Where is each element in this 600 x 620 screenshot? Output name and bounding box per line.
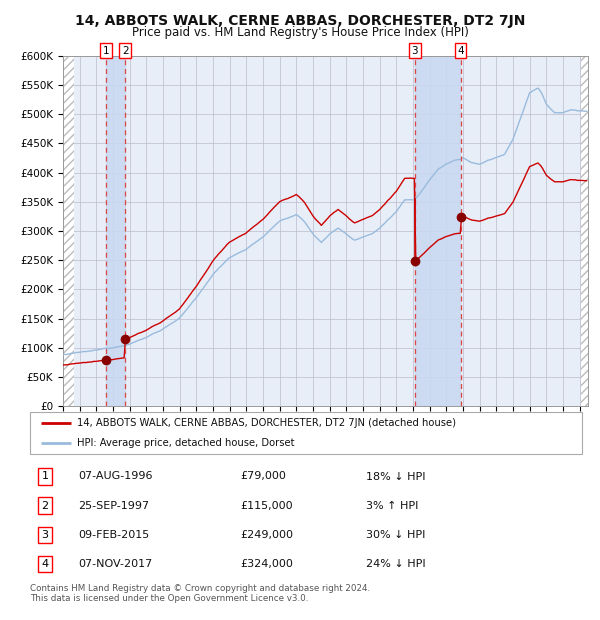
Text: £79,000: £79,000 [240,471,286,482]
Text: HPI: Average price, detached house, Dorset: HPI: Average price, detached house, Dors… [77,438,295,448]
Text: 07-NOV-2017: 07-NOV-2017 [78,559,152,569]
Text: Price paid vs. HM Land Registry's House Price Index (HPI): Price paid vs. HM Land Registry's House … [131,26,469,39]
Text: 30% ↓ HPI: 30% ↓ HPI [366,529,425,540]
Text: 3% ↑ HPI: 3% ↑ HPI [366,500,418,511]
Text: 14, ABBOTS WALK, CERNE ABBAS, DORCHESTER, DT2 7JN (detached house): 14, ABBOTS WALK, CERNE ABBAS, DORCHESTER… [77,418,456,428]
Text: 24% ↓ HPI: 24% ↓ HPI [366,559,425,569]
Text: £115,000: £115,000 [240,500,293,511]
Bar [415,56,460,406]
Text: 4: 4 [457,46,464,56]
Text: 2: 2 [122,46,128,56]
Text: 07-AUG-1996: 07-AUG-1996 [78,471,152,482]
Text: 1: 1 [103,46,110,56]
FancyBboxPatch shape [30,412,582,454]
Text: 18% ↓ HPI: 18% ↓ HPI [366,471,425,482]
Text: Contains HM Land Registry data © Crown copyright and database right 2024.
This d: Contains HM Land Registry data © Crown c… [30,584,370,603]
Text: 1: 1 [41,471,49,482]
Text: 09-FEB-2015: 09-FEB-2015 [78,529,149,540]
Text: 14, ABBOTS WALK, CERNE ABBAS, DORCHESTER, DT2 7JN: 14, ABBOTS WALK, CERNE ABBAS, DORCHESTER… [75,14,525,28]
Text: £249,000: £249,000 [240,529,293,540]
Text: 2: 2 [41,500,49,511]
Text: 25-SEP-1997: 25-SEP-1997 [78,500,149,511]
Text: 3: 3 [41,529,49,540]
Bar [581,56,589,406]
Text: £324,000: £324,000 [240,559,293,569]
Text: 4: 4 [41,559,49,569]
Bar [106,56,125,406]
Text: 3: 3 [412,46,418,56]
Bar [63,56,74,406]
